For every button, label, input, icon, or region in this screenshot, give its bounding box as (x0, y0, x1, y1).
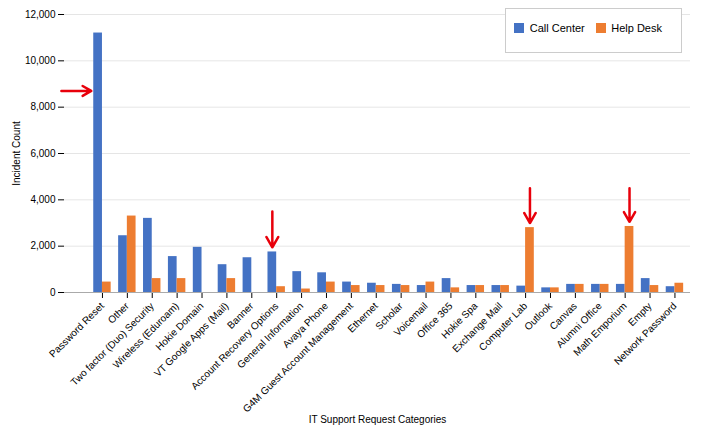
svg-text:VT Google Apps (Mail): VT Google Apps (Mail) (151, 300, 231, 379)
svg-text:Wireless (Eduroam): Wireless (Eduroam) (110, 300, 181, 371)
html-text:Help Desk: Help Desk (611, 21, 662, 34)
svg-text:Other: Other (105, 300, 131, 326)
svg-text:Math Emporium: Math Emporium (571, 300, 629, 358)
svg-text:0: 0 (50, 287, 56, 298)
svg-text:8,000: 8,000 (30, 101, 55, 112)
svg-text:Two factor (Duo) Security: Two factor (Duo) Security (68, 300, 156, 388)
svg-text:Hokie Spa: Hokie Spa (439, 300, 480, 341)
svg-text:12,000: 12,000 (25, 9, 56, 20)
svg-text:Exchange Mail: Exchange Mail (450, 300, 505, 355)
svg-text:Network Password: Network Password (612, 300, 679, 367)
svg-text:2,000: 2,000 (30, 240, 55, 251)
svg-text:Outlook: Outlook (522, 300, 555, 333)
svg-text:6,000: 6,000 (30, 148, 55, 159)
svg-text:Avaya Phone: Avaya Phone (280, 300, 331, 350)
svg-text:Office 365: Office 365 (414, 300, 455, 341)
svg-text:Incident Count: Incident Count (11, 121, 22, 186)
svg-text:Voicemail: Voicemail (391, 300, 430, 339)
svg-text:Hokie Domain: Hokie Domain (153, 300, 206, 353)
svg-text:4,000: 4,000 (30, 194, 55, 205)
svg-text:Computer Lab: Computer Lab (477, 300, 530, 353)
svg-text:General Information: General Information (235, 300, 306, 371)
svg-text:Banner: Banner (224, 300, 256, 331)
svg-text:Account Recovery Options: Account Recovery Options (188, 300, 281, 392)
svg-text:Ethernet: Ethernet (345, 300, 380, 335)
svg-text:G4M Guest Account Management: G4M Guest Account Management (241, 300, 355, 414)
svg-text:Alumni Office: Alumni Office (554, 300, 604, 350)
svg-text:10,000: 10,000 (25, 55, 56, 66)
svg-text:Password Reset: Password Reset (46, 300, 107, 360)
svg-text:Empty: Empty (625, 300, 654, 328)
svg-text:Scholar: Scholar (373, 300, 405, 332)
svg-text:Canvas: Canvas (547, 300, 580, 332)
html-text:Call Center: Call Center (529, 21, 585, 34)
svg-text:IT Support Request Categories: IT Support Request Categories (309, 414, 447, 425)
